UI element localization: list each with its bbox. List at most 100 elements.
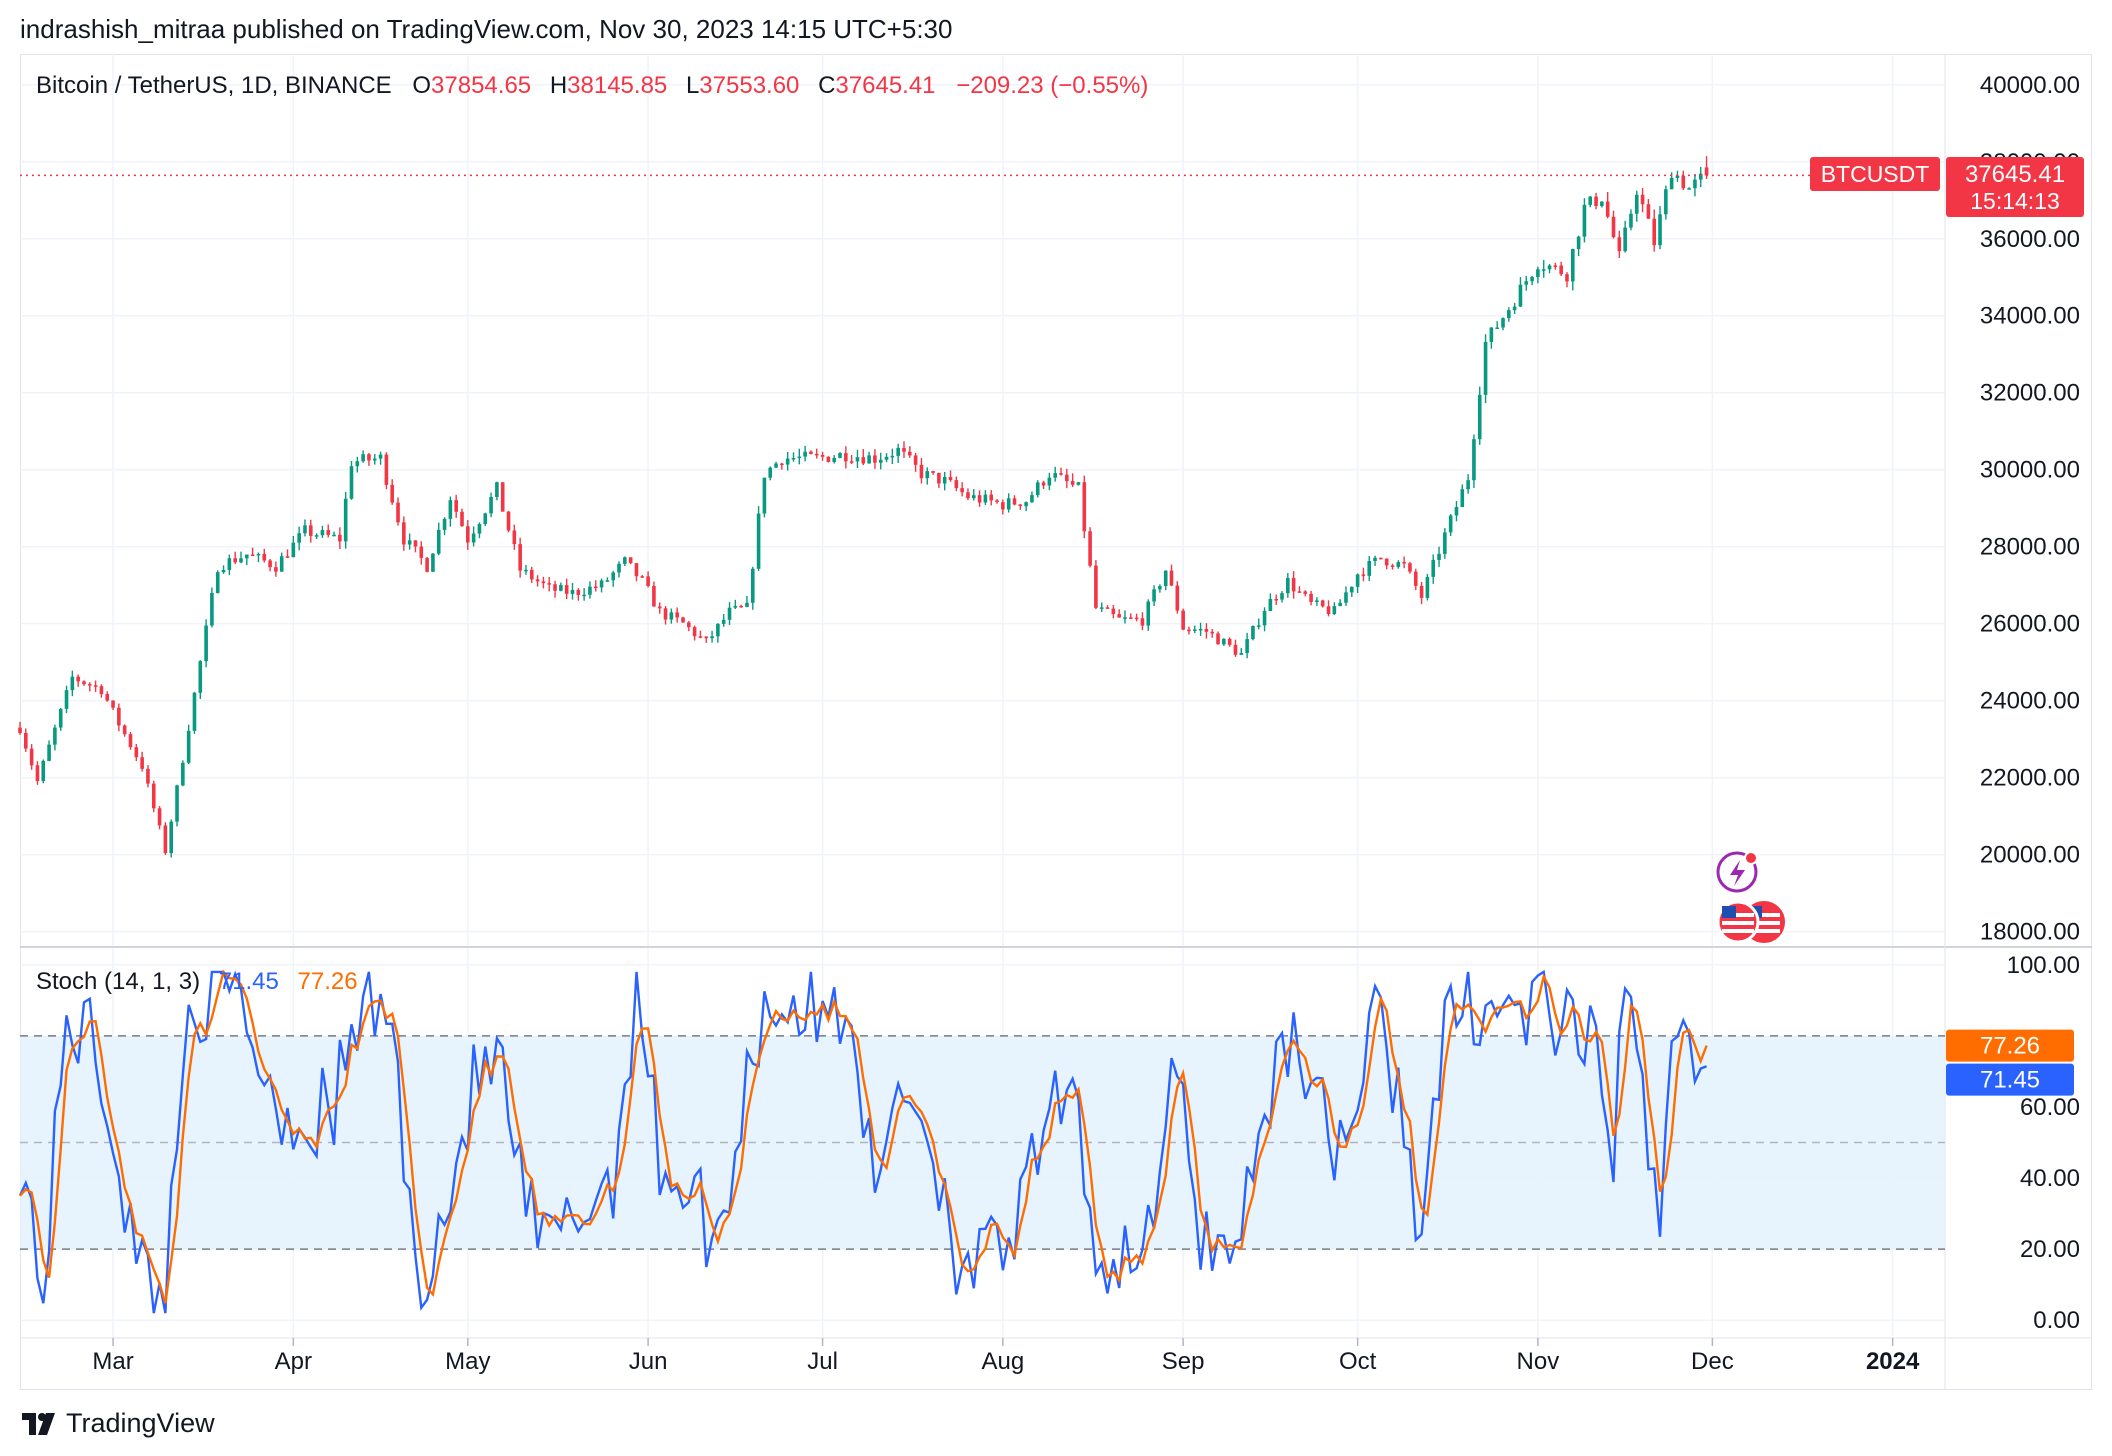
candle-body[interactable] xyxy=(593,586,598,589)
candle-body[interactable] xyxy=(320,530,325,536)
candle-body[interactable] xyxy=(727,607,732,620)
candle-body[interactable] xyxy=(99,686,104,695)
candle-body[interactable] xyxy=(1262,611,1267,626)
candle-body[interactable] xyxy=(1419,585,1424,598)
candle-body[interactable] xyxy=(1495,327,1499,329)
candle-body[interactable] xyxy=(983,494,988,503)
candle-body[interactable] xyxy=(1600,201,1604,206)
candle-body[interactable] xyxy=(867,455,871,464)
candle-body[interactable] xyxy=(227,558,232,570)
candle-body[interactable] xyxy=(1216,633,1220,645)
candle-body[interactable] xyxy=(1169,570,1174,586)
candle-body[interactable] xyxy=(1576,236,1581,250)
candle-body[interactable] xyxy=(791,458,796,460)
candle-body[interactable] xyxy=(1349,586,1354,593)
candle-body[interactable] xyxy=(1460,489,1465,508)
candle-body[interactable] xyxy=(1658,214,1662,246)
candle-body[interactable] xyxy=(1466,480,1470,490)
candle-body[interactable] xyxy=(1099,607,1104,609)
candle-body[interactable] xyxy=(1076,482,1081,485)
candle-body[interactable] xyxy=(1163,570,1168,587)
candle-body[interactable] xyxy=(1524,281,1529,285)
candle-body[interactable] xyxy=(53,727,57,745)
candle-body[interactable] xyxy=(687,622,691,628)
candle-body[interactable] xyxy=(942,476,947,484)
candle-body[interactable] xyxy=(512,530,517,545)
candle-body[interactable] xyxy=(215,572,220,593)
candle-body[interactable] xyxy=(855,457,860,462)
candle-body[interactable] xyxy=(82,681,86,685)
candle-body[interactable] xyxy=(739,605,743,608)
candle-body[interactable] xyxy=(1233,644,1238,655)
candle-body[interactable] xyxy=(1309,593,1313,603)
candle-body[interactable] xyxy=(1477,394,1482,440)
candle-body[interactable] xyxy=(582,594,586,597)
candle-body[interactable] xyxy=(535,579,540,582)
candle-body[interactable] xyxy=(809,451,813,454)
candle-body[interactable] xyxy=(181,762,185,786)
candle-body[interactable] xyxy=(454,500,458,512)
candle-body[interactable] xyxy=(1245,639,1249,654)
candle-body[interactable] xyxy=(1251,625,1255,640)
candle-body[interactable] xyxy=(617,563,621,573)
candle-body[interactable] xyxy=(518,544,522,571)
candle-body[interactable] xyxy=(1472,439,1476,481)
candle-body[interactable] xyxy=(1012,498,1017,505)
candle-body[interactable] xyxy=(489,496,493,514)
candle-body[interactable] xyxy=(925,471,930,479)
candle-body[interactable] xyxy=(1379,557,1383,560)
candle-body[interactable] xyxy=(1605,201,1610,217)
candle-body[interactable] xyxy=(1041,482,1046,486)
candle-body[interactable] xyxy=(361,454,365,462)
candle-body[interactable] xyxy=(250,554,255,557)
candle-body[interactable] xyxy=(29,748,34,766)
candle-body[interactable] xyxy=(338,534,342,542)
candle-body[interactable] xyxy=(1530,277,1534,282)
candle-body[interactable] xyxy=(355,461,360,467)
candle-body[interactable] xyxy=(756,513,761,569)
us-flag-icon[interactable] xyxy=(1716,900,1760,944)
candle-body[interactable] xyxy=(1338,602,1342,607)
candle-body[interactable] xyxy=(785,458,790,465)
candle-body[interactable] xyxy=(1018,504,1023,507)
candle-body[interactable] xyxy=(1181,610,1185,630)
candle-body[interactable] xyxy=(460,511,464,527)
candle-body[interactable] xyxy=(750,568,755,603)
candle-body[interactable] xyxy=(966,492,970,499)
candle-body[interactable] xyxy=(1570,249,1575,282)
candle-body[interactable] xyxy=(1547,265,1552,270)
candle-body[interactable] xyxy=(1507,310,1511,319)
candle-body[interactable] xyxy=(1512,306,1517,311)
candle-body[interactable] xyxy=(931,471,935,473)
candle-body[interactable] xyxy=(1675,175,1680,178)
candle-body[interactable] xyxy=(611,572,616,581)
candle-body[interactable] xyxy=(1704,167,1709,176)
candle-body[interactable] xyxy=(1059,473,1063,475)
candle-body[interactable] xyxy=(390,484,395,503)
candle-body[interactable] xyxy=(279,556,284,572)
candle-body[interactable] xyxy=(1396,562,1401,567)
candle-body[interactable] xyxy=(623,557,627,564)
candle-body[interactable] xyxy=(971,495,976,499)
candle-body[interactable] xyxy=(995,500,999,503)
candle-body[interactable] xyxy=(1373,557,1377,561)
candle-body[interactable] xyxy=(541,581,546,584)
candle-body[interactable] xyxy=(483,513,488,524)
candle-body[interactable] xyxy=(803,451,807,457)
candle-body[interactable] xyxy=(495,482,499,497)
candle-body[interactable] xyxy=(989,494,994,501)
candle-body[interactable] xyxy=(1320,600,1325,607)
candle-body[interactable] xyxy=(221,569,226,573)
candle-body[interactable] xyxy=(111,700,115,708)
candle-body[interactable] xyxy=(878,459,883,463)
candle-body[interactable] xyxy=(570,589,575,594)
candle-body[interactable] xyxy=(64,690,69,709)
candle-body[interactable] xyxy=(1355,574,1360,587)
candle-body[interactable] xyxy=(24,732,28,749)
candle-body[interactable] xyxy=(1303,591,1308,594)
stoch-axis[interactable]: 100.00 60.00 40.00 20.00 0.00 xyxy=(2007,952,2080,1334)
candle-body[interactable] xyxy=(500,482,505,512)
candle-body[interactable] xyxy=(1152,589,1156,602)
candle-body[interactable] xyxy=(1443,532,1447,554)
